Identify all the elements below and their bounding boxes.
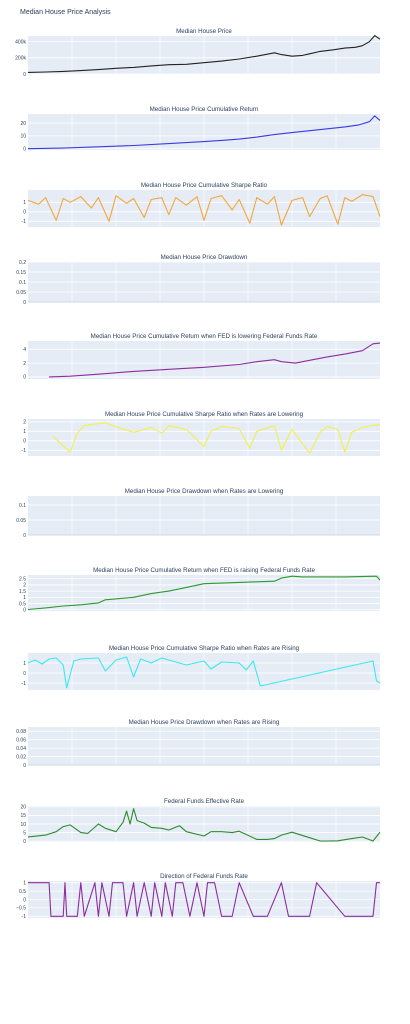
chart-panel-4: 0 2 4 Median House Price Cumulative Return … [23, 333, 381, 381]
ytick-label-10-3: 15 [20, 813, 26, 819]
chart-title-4: Median House Price Cumulative Return whe… [91, 333, 318, 340]
ytick-label-7-0: 0 [23, 608, 26, 614]
ytick-label-6-2: 0.1 [19, 503, 26, 509]
chart-title-8: Median House Price Cumulative Sharpe Rat… [109, 645, 300, 652]
series-line-7 [27, 575, 381, 611]
ytick-label-10-1: 5 [23, 830, 26, 836]
ytick-label-7-2: 1 [23, 595, 26, 601]
ytick-label-11-1: −0.5 [16, 906, 26, 912]
chart-panel-5: -1 0 1 2 Median House Price Cumulative Sharp… [22, 411, 381, 456]
chart-panel-11: -1 −0.5 0 0.5 1 Direction of Federal Funds Ra… [16, 873, 380, 920]
ytick-label-9-2: 0.04 [16, 746, 26, 752]
ytick-label-3-0: 0 [23, 300, 26, 306]
ytick-label-0-2: 400k [15, 39, 26, 45]
series-line-0 [27, 35, 381, 73]
chart-panel-6: 0 0.05 0.1 Median House Price Drawdown when… [16, 488, 380, 539]
ytick-label-11-0: -1 [22, 914, 27, 920]
ytick-label-4-0: 0 [23, 375, 26, 381]
ytick-label-3-3: 0.15 [16, 270, 26, 276]
ytick-label-8-2: 1 [23, 661, 26, 667]
series-line-8 [27, 656, 381, 689]
ytick-label-10-4: 20 [20, 805, 26, 811]
chart-title-0: Median House Price [176, 28, 232, 35]
series-line-11 [28, 882, 380, 917]
chart-title-9: Median House Price Drawdown when Rates a… [129, 719, 280, 726]
ytick-label-7-4: 2 [23, 583, 26, 589]
ytick-label-11-2: 0 [23, 897, 26, 903]
chart-title-5: Median House Price Cumulative Sharpe Rat… [105, 411, 304, 418]
chart-title-2: Median House Price Cumulative Sharpe Rat… [141, 182, 268, 189]
chart-title-6: Median House Price Drawdown when Rates a… [125, 488, 284, 495]
ytick-label-7-5: 2.5 [19, 577, 26, 583]
ytick-label-6-0: 0 [23, 533, 26, 539]
ytick-label-7-1: 0.5 [19, 601, 26, 607]
ytick-label-9-1: 0.02 [16, 754, 26, 760]
ytick-label-1-2: 20 [20, 121, 26, 127]
ytick-label-11-3: 0.5 [19, 889, 26, 895]
series-line-4 [49, 342, 381, 378]
ytick-label-3-2: 0.1 [19, 280, 26, 286]
ytick-label-10-0: 0 [23, 839, 26, 845]
chart-panel-9: 0 0.02 0.04 0.06 0.08 Median House Price Draw… [16, 719, 380, 769]
ytick-label-2-1: 0 [23, 210, 26, 216]
chart-panel-7: 00.511.522.5 Median House Price Cumulativ… [19, 567, 381, 614]
ytick-label-8-1: 0 [23, 671, 26, 677]
ytick-label-9-3: 0.06 [16, 737, 26, 743]
chart-panel-10: 0 5 10 15 20 Federal Funds Effective Rate [20, 798, 381, 845]
ytick-label-7-3: 1.5 [19, 589, 26, 595]
ytick-label-1-1: 10 [20, 134, 26, 140]
ytick-label-9-0: 0 [23, 763, 26, 769]
ytick-label-10-2: 10 [20, 822, 26, 828]
ytick-label-11-4: 1 [23, 880, 26, 886]
chart-title-3: Median House Price Drawdown [161, 254, 248, 261]
ytick-label-5-0: -1 [22, 448, 27, 454]
ytick-label-2-0: -1 [22, 219, 27, 225]
ytick-label-5-3: 2 [23, 420, 26, 426]
ytick-label-0-0: 0 [23, 72, 26, 78]
chart-title-7: Median House Price Cumulative Return whe… [93, 567, 315, 574]
series-line-2 [27, 194, 381, 226]
chart-panel-8: -1 0 1 Median House Price Cumulative Sharpe… [22, 645, 381, 690]
chart-title-11: Direction of Federal Funds Rate [160, 873, 248, 880]
series-line-1 [27, 115, 381, 150]
series-line-10 [27, 808, 381, 842]
ytick-label-9-4: 0.08 [16, 729, 26, 735]
chart-panel-2: -1 0 1 Median House Price Cumulative Sharpe… [22, 182, 381, 227]
chart-panel-0: 0 200k 400k Median House Price [15, 28, 381, 78]
ytick-label-1-0: 0 [23, 147, 26, 153]
ytick-label-2-2: 1 [23, 200, 26, 206]
ytick-label-4-1: 2 [23, 361, 26, 367]
chart-title-10: Federal Funds Effective Rate [164, 798, 245, 805]
chart-panel-1: 0 10 20 Median House Price Cumulative Retur… [20, 106, 381, 153]
chart-panel-3: 0 0.05 0.1 0.15 0.2 Median House Price Drawdo… [16, 254, 380, 306]
ytick-label-0-1: 200k [15, 56, 26, 62]
ytick-label-5-1: 0 [23, 439, 26, 445]
chart-title-1: Median House Price Cumulative Return [150, 106, 259, 113]
ytick-label-3-1: 0.05 [16, 290, 26, 296]
ytick-label-4-2: 4 [23, 347, 26, 353]
series-line-5 [52, 422, 381, 454]
page-title: Median House Price Analysis [20, 9, 111, 16]
ytick-label-5-2: 1 [23, 429, 26, 435]
ytick-label-3-4: 0.2 [19, 260, 26, 266]
ytick-label-6-1: 0.05 [16, 518, 26, 524]
ytick-label-8-0: -1 [22, 681, 27, 687]
